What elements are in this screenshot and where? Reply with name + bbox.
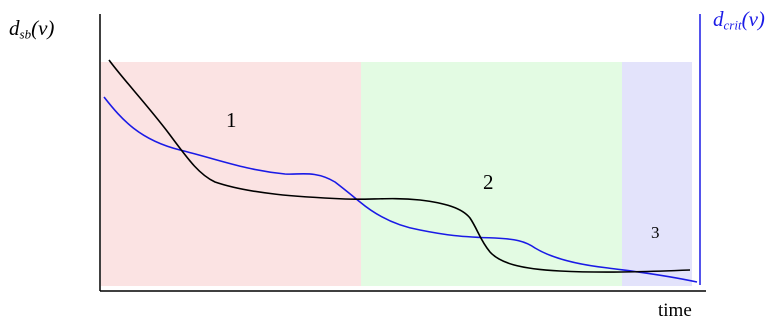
- y-axis-label-right-main: d: [713, 7, 724, 31]
- region-2-background: [361, 62, 622, 286]
- y-axis-label-left: dsb(v): [9, 16, 55, 42]
- x-axis-label: time: [658, 300, 692, 321]
- region-2-label: 2: [483, 170, 494, 194]
- y-axis-label-right: dcrit(v): [713, 7, 765, 33]
- y-axis-label-left-main: d: [9, 16, 20, 40]
- y-axis-label-left-tail: (v): [31, 16, 55, 40]
- region-1-background: [101, 62, 361, 286]
- region-3-label: 3: [651, 223, 660, 242]
- region-1-label: 1: [226, 108, 237, 132]
- y-axis-label-left-subscript: sb: [19, 26, 32, 42]
- curve-d-crit: [103, 96, 698, 283]
- curve-d-sb: [108, 59, 691, 273]
- y-axis-label-right-subscript: crit: [723, 17, 742, 33]
- y-axis-label-right-tail: (v): [741, 7, 765, 31]
- region-3-background: [622, 62, 692, 286]
